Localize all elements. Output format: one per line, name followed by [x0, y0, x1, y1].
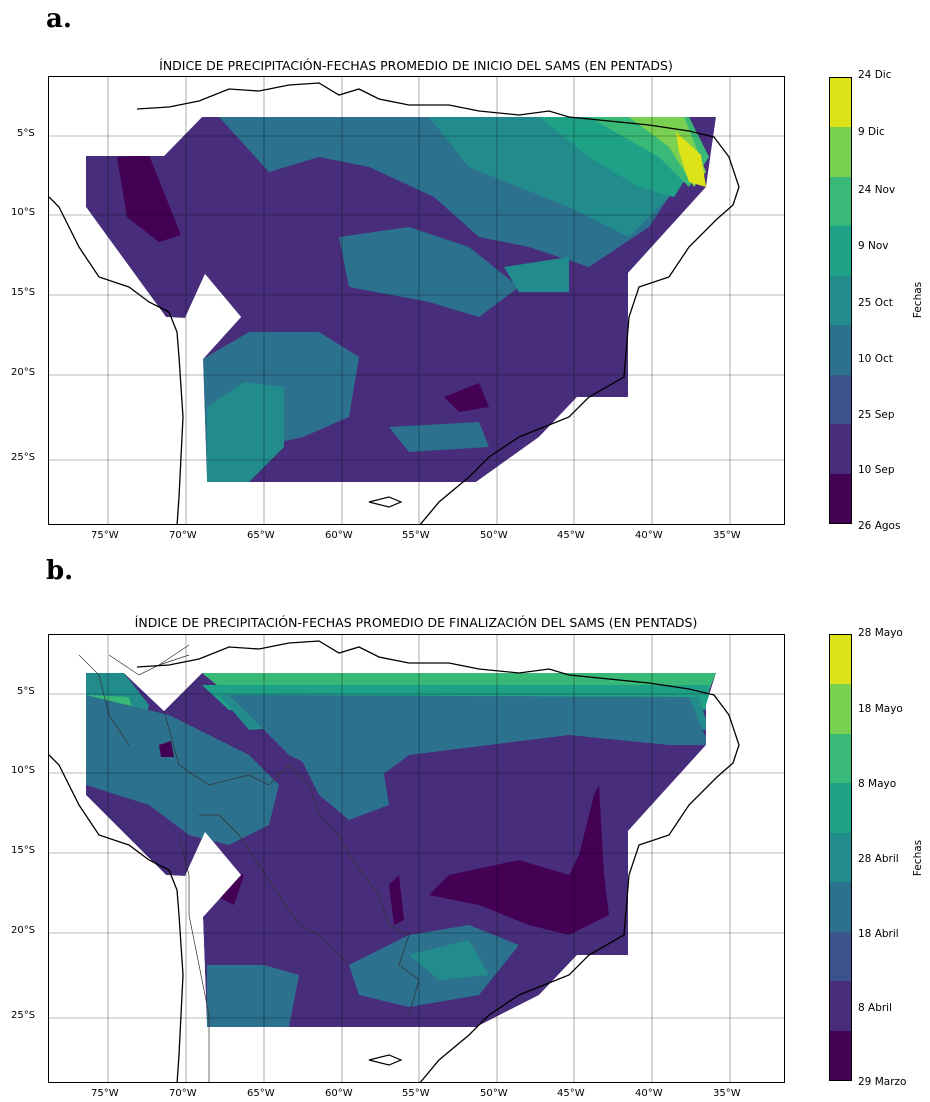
panel-b-letter: b. [46, 556, 74, 586]
region-dark-east [429, 785, 609, 935]
panel-a-letter: a. [46, 4, 72, 34]
panel-b-colorbar-tick: 28 Mayo [858, 627, 903, 639]
panel-a-map [48, 76, 785, 525]
panel-a-colorbar-tick: 26 Agos [858, 520, 901, 532]
panel-b-xtick: 75°W [91, 1088, 119, 1099]
panel-b-colorbar-tick: 18 Abril [858, 928, 899, 940]
colorbar-segment [830, 783, 851, 833]
colorbar-segment [830, 176, 851, 227]
region-green-sw [207, 382, 284, 482]
region-teal-east [504, 257, 569, 292]
panel-a-ytick: 15°S [11, 287, 36, 298]
panel-a-colorbar-tick: 24 Nov [858, 184, 896, 196]
panel-b-colorbar-tick: 8 Abril [858, 1002, 893, 1014]
region-dark-nw [159, 741, 174, 757]
colorbar-segment [830, 325, 851, 375]
colorbar-segment [830, 473, 851, 523]
panel-a-colorbar [829, 77, 852, 524]
panel-a-colorbar-tick: 25 Oct [858, 297, 893, 309]
panel-a-coastline [49, 82, 740, 524]
panel-a-xtick: 60°W [325, 530, 353, 541]
panel-a-colorbar-tick: 10 Oct [858, 353, 893, 365]
panel-a-grid [49, 77, 784, 524]
region-teal-central [299, 745, 389, 820]
region-dark-mid [389, 875, 404, 925]
colorbar-segment [830, 127, 851, 177]
colorbar-segment [830, 882, 851, 932]
colorbar-segment [830, 733, 851, 784]
panel-a-ytick: 25°S [11, 452, 36, 463]
panel-a-colorbar-tick: 9 Dic [858, 126, 885, 138]
panel-a-title: ÍNDICE DE PRECIPITACIÓN-FECHAS PROMEDIO … [159, 58, 673, 73]
panel-a-ytick: 10°S [11, 207, 36, 218]
colorbar-segment [830, 424, 851, 474]
panel-b-xtick: 35°W [713, 1088, 741, 1099]
panel-b-colorbar-tick: 29 Marzo [858, 1076, 907, 1088]
region-teal-south2 [409, 940, 489, 980]
panel-a-ytick: 20°S [11, 367, 36, 378]
panel-b-map [48, 634, 785, 1083]
panel-b-map-svg [49, 635, 784, 1082]
mask-outside [49, 77, 784, 524]
region-yellow-ne [676, 132, 706, 187]
region-teal-sw [207, 965, 299, 1027]
panel-b-coastline [49, 640, 740, 1082]
panel-b-borders [78, 644, 420, 1082]
colorbar-segment [830, 635, 851, 685]
panel-b-xtick: 70°W [169, 1088, 197, 1099]
panel-b-xtick: 65°W [247, 1088, 275, 1099]
panel-a-xtick: 55°W [402, 530, 430, 541]
panel-b-ytick: 5°S [17, 686, 35, 697]
panel-b-xtick: 40°W [635, 1088, 663, 1099]
panel-b-colorbar [829, 634, 852, 1081]
panel-b-xtick: 50°W [480, 1088, 508, 1099]
colorbar-segment [830, 832, 851, 883]
panel-a-colorbar-tick: 10 Sep [858, 464, 895, 476]
panel-a-map-svg [49, 77, 784, 524]
panel-a-colorbar-tick: 24 Dic [858, 69, 892, 81]
colorbar-segment [830, 275, 851, 326]
colorbar-segment [830, 78, 851, 128]
colorbar-segment [830, 931, 851, 982]
colorbar-segment [830, 1030, 851, 1080]
panel-b-colorbar-label: Fechas [912, 839, 925, 877]
panel-b-ytick: 25°S [11, 1010, 36, 1021]
panel-b-island [368, 1054, 403, 1066]
region-teal-mid [339, 227, 519, 317]
panel-b-ytick: 15°S [11, 845, 36, 856]
panel-b-title: ÍNDICE DE PRECIPITACIÓN-FECHAS PROMEDIO … [134, 615, 698, 630]
region-teal-s [389, 422, 489, 452]
panel-a-xtick: 50°W [480, 530, 508, 541]
region-dark-west [117, 155, 181, 242]
panel-b-xtick: 60°W [325, 1088, 353, 1099]
panel-a-xtick: 75°W [91, 530, 119, 541]
panel-a-island [368, 496, 403, 508]
colorbar-segment [830, 226, 851, 276]
panel-b-xtick: 45°W [557, 1088, 585, 1099]
panel-b-xtick: 55°W [402, 1088, 430, 1099]
panel-a-ytick: 5°S [17, 128, 35, 139]
panel-b-colorbar-tick: 18 Mayo [858, 703, 903, 715]
panel-a-xtick: 35°W [713, 530, 741, 541]
mask-outside [49, 635, 784, 1082]
region-teal-west [86, 695, 279, 845]
panel-a-xtick: 65°W [247, 530, 275, 541]
colorbar-segment [830, 981, 851, 1031]
panel-a-colorbar-label: Fechas [912, 281, 925, 319]
region-dark-south [444, 383, 489, 412]
panel-a-xtick: 70°W [169, 530, 197, 541]
panel-a-xtick: 45°W [557, 530, 585, 541]
colorbar-segment [830, 684, 851, 734]
colorbar-segment [830, 374, 851, 425]
panel-a-colorbar-tick: 25 Sep [858, 409, 895, 421]
panel-a-xtick: 40°W [635, 530, 663, 541]
panel-b-ytick: 10°S [11, 765, 36, 776]
panel-b-colorbar-tick: 8 Mayo [858, 778, 897, 790]
panel-b-colorbar-tick: 28 Abril [858, 853, 899, 865]
panel-a-colorbar-tick: 9 Nov [858, 240, 889, 252]
panel-b-ytick: 20°S [11, 925, 36, 936]
panel-b-grid [49, 635, 784, 1082]
